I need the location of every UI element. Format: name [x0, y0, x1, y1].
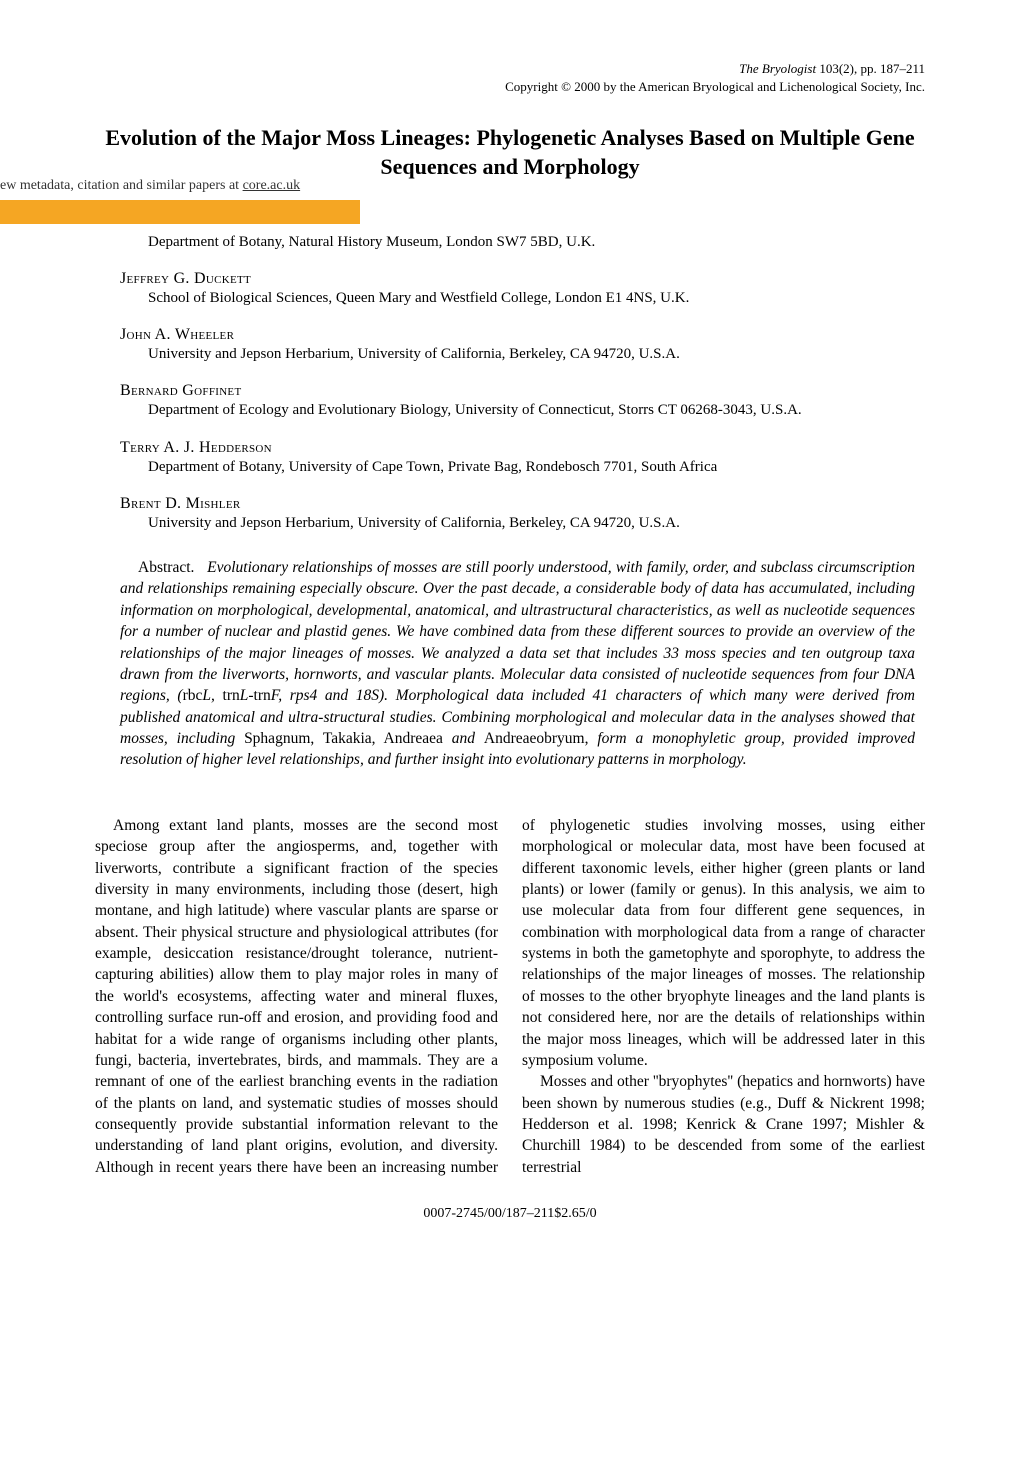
orange-bar	[0, 200, 360, 224]
abstract-and: and	[452, 730, 484, 747]
author-block-4: Terry A. J. Hedderson Department of Bota…	[120, 439, 925, 477]
affiliation-5: University and Jepson Herbarium, Univers…	[148, 513, 925, 533]
page: The Bryologist 103(2), pp. 187–211 Copyr…	[0, 0, 1020, 1262]
journal-header: The Bryologist 103(2), pp. 187–211 Copyr…	[95, 60, 925, 96]
taxa-names-1: Sphagnum, Takakia, Andreaea	[244, 730, 452, 747]
taxa-names-2: Andreaeobryum,	[484, 730, 597, 747]
gene-rbc: rbc	[183, 687, 203, 704]
gene-trn1-suffix: L-	[240, 687, 254, 704]
author-name-5: Brent D. Mishler	[120, 495, 925, 513]
metadata-prefix: ew metadata, citation and similar papers…	[0, 178, 243, 193]
abstract-text-1: Evolutionary relationships of mosses are…	[120, 559, 915, 704]
affiliation-2: University and Jepson Herbarium, Univers…	[148, 344, 925, 364]
author-block-2: John A. Wheeler University and Jepson He…	[120, 326, 925, 364]
gene-trn1: trn	[223, 687, 240, 704]
affiliation-1: School of Biological Sciences, Queen Mar…	[148, 288, 925, 308]
author-block-3: Bernard Goffinet Department of Ecology a…	[120, 382, 925, 420]
author-name-4: Terry A. J. Hedderson	[120, 439, 925, 457]
author-block-1: Jeffrey G. Duckett School of Biological …	[120, 270, 925, 308]
author-name-2: John A. Wheeler	[120, 326, 925, 344]
author-block-0: Department of Botany, Natural History Mu…	[120, 232, 925, 252]
gene-trn2: trn	[254, 687, 271, 704]
copyright-line: Copyright © 2000 by the American Bryolog…	[95, 78, 925, 96]
author-block-5: Brent D. Mishler University and Jepson H…	[120, 495, 925, 533]
body-text: Among extant land plants, mosses are the…	[95, 815, 925, 1178]
authors-section: Department of Botany, Natural History Mu…	[120, 232, 925, 534]
core-link[interactable]: core.ac.uk	[243, 178, 301, 193]
author-name-3: Bernard Goffinet	[120, 382, 925, 400]
body-para-2: Mosses and other ''bryophytes'' (hepatic…	[522, 1071, 925, 1178]
author-name-1: Jeffrey G. Duckett	[120, 270, 925, 288]
abstract: Abstract. Evolutionary relationships of …	[120, 557, 915, 771]
metadata-text: ew metadata, citation and similar papers…	[0, 178, 300, 194]
footer-identifier: 0007-2745/00/187–211$2.65/0	[95, 1206, 925, 1222]
journal-name: The Bryologist	[739, 61, 816, 76]
journal-citation-line: The Bryologist 103(2), pp. 187–211	[95, 60, 925, 78]
abstract-label: Abstract.	[138, 559, 194, 576]
journal-issue-pages: 103(2), pp. 187–211	[816, 61, 925, 76]
affiliation-3: Department of Ecology and Evolutionary B…	[148, 400, 925, 420]
gene-rbc-suffix: L,	[202, 687, 222, 704]
article-title: Evolution of the Major Moss Lineages: Ph…	[95, 124, 925, 181]
affiliation-4: Department of Botany, University of Cape…	[148, 457, 925, 477]
affiliation-0: Department of Botany, Natural History Mu…	[148, 232, 925, 252]
